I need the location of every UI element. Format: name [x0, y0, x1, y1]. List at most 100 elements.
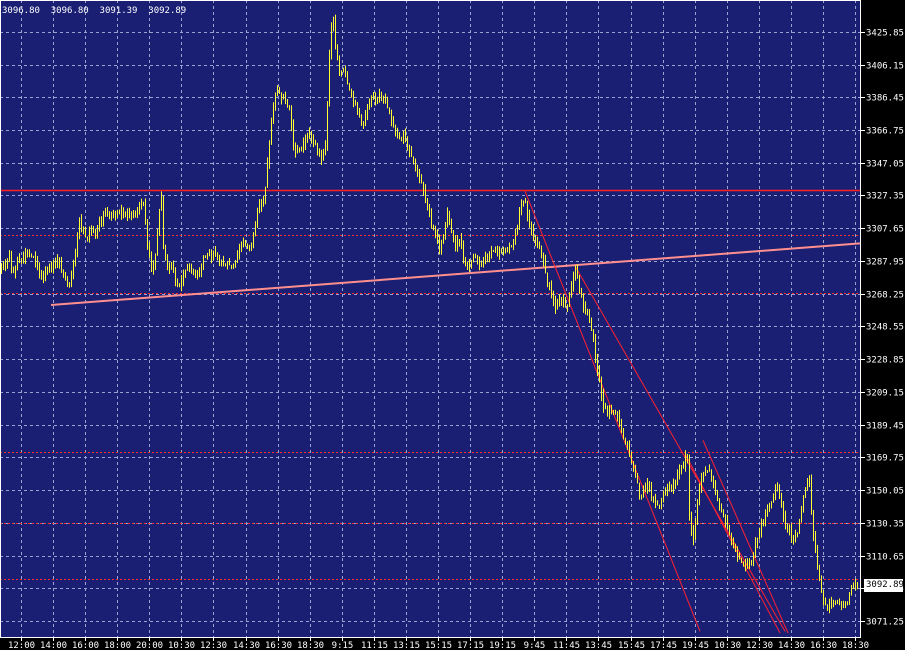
candle-body [839, 600, 840, 603]
candle-body [259, 205, 260, 211]
candle-body [85, 232, 86, 238]
candle-body [825, 602, 826, 605]
candle-body [313, 139, 314, 142]
candle-body [193, 268, 194, 273]
candle-body [379, 92, 380, 97]
candle-body [681, 467, 682, 470]
candle-body [275, 95, 276, 108]
candle-body [467, 264, 468, 268]
candle-body [519, 212, 520, 225]
price-tick-label: 3189.45 [866, 422, 904, 432]
candle-body [371, 99, 372, 103]
candle-body [809, 476, 810, 483]
candle-body [369, 102, 370, 108]
candle-body [83, 227, 84, 233]
candle-body [333, 21, 334, 28]
candle-body [407, 140, 408, 146]
candle-body [853, 587, 854, 589]
candle-body [821, 577, 822, 593]
time-tick-label: 12:30 [200, 641, 227, 650]
price-tick-label: 3287.95 [866, 258, 904, 268]
candle-body [823, 592, 824, 603]
candle-body [833, 601, 834, 605]
candle-body [857, 582, 858, 585]
candle-body [125, 215, 126, 217]
candle-body [213, 255, 214, 257]
candle-body [119, 210, 120, 212]
candle-body [111, 214, 112, 219]
candle-body [657, 503, 658, 506]
candle-body [29, 254, 30, 256]
candle-body [253, 234, 254, 244]
candle-body [461, 239, 462, 247]
candle-body [387, 100, 388, 109]
candle-body [171, 263, 172, 268]
candle-body [781, 494, 782, 508]
candle-body [413, 156, 414, 161]
candle-body [665, 490, 666, 496]
candle-body [51, 265, 52, 270]
candle-body [597, 358, 598, 372]
candle-body [847, 601, 848, 603]
candle-body [621, 422, 622, 432]
candle-body [449, 213, 450, 222]
candle-body [175, 272, 176, 282]
candle-body [3, 267, 4, 270]
candle-body [199, 270, 200, 274]
candle-body [163, 197, 164, 249]
candle-body [321, 155, 322, 160]
candle-body [651, 488, 652, 499]
candle-body [687, 454, 688, 459]
candle-body [601, 382, 602, 395]
candle-body [77, 234, 78, 251]
candle-body [191, 268, 192, 270]
candle-body [329, 54, 330, 104]
price-tick-label: 3425.85 [866, 29, 904, 39]
price-axis: 3425.85 3406.15 3386.45 3366.75 3347.05 3327.… [861, 29, 904, 628]
candle-body [157, 231, 158, 256]
candle-body [245, 242, 246, 244]
candle-body [353, 94, 354, 103]
candle-body [451, 221, 452, 233]
candle-body [211, 254, 212, 257]
time-tick-label: 15:45 [618, 641, 645, 650]
candle-body [43, 274, 44, 279]
candle-body [515, 234, 516, 240]
candle-body [723, 511, 724, 516]
last-price-tag: 3092.89 [864, 579, 904, 592]
candle-body [589, 312, 590, 323]
candle-body [727, 521, 728, 526]
candle-body [397, 130, 398, 134]
candle-body [527, 202, 528, 215]
candle-body [607, 408, 608, 416]
candle-body [587, 308, 588, 313]
candle-body [325, 146, 326, 151]
candle-body [47, 270, 48, 273]
candle-body [469, 265, 470, 268]
candle-body [179, 283, 180, 287]
candle-body [529, 214, 530, 225]
candle-body [221, 260, 222, 263]
price-tick-label: 3169.75 [866, 454, 904, 464]
candle-body [281, 93, 282, 99]
candle-body [765, 515, 766, 523]
candle-body [661, 498, 662, 509]
candle-body [403, 134, 404, 138]
candle-body [49, 269, 50, 271]
candle-body [335, 21, 336, 45]
candle-body [373, 98, 374, 100]
candle-body [547, 273, 548, 285]
candle-body [165, 248, 166, 256]
candle-body [443, 239, 444, 243]
time-tick-label: 16:30 [810, 641, 837, 650]
candle-body [549, 284, 550, 286]
candle-body [441, 242, 442, 252]
candle-body [5, 262, 6, 268]
time-tick-label: 13:45 [585, 641, 612, 650]
price-tick-label: 3071.25 [866, 618, 904, 628]
price-tick-label: 3268.25 [866, 291, 904, 301]
candle-body [565, 301, 566, 308]
candle-body [225, 265, 226, 267]
